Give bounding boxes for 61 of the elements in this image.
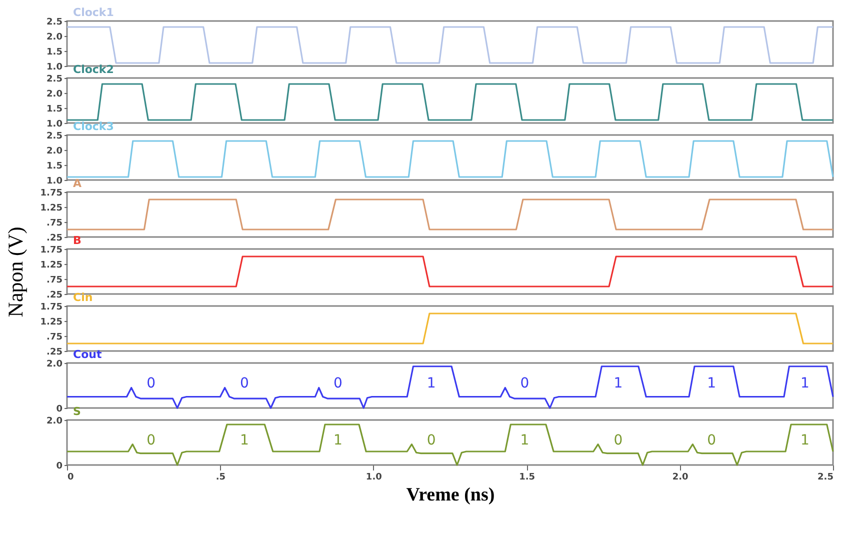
- y-axis-title: Napon (V): [3, 226, 28, 318]
- y-tick-label: 1.0: [46, 62, 62, 72]
- line-series: [66, 424, 834, 466]
- annotation: 1: [240, 432, 249, 448]
- y-tick-label: 1.75: [40, 246, 62, 256]
- y-tick-label: 1.0: [46, 120, 62, 130]
- y-tick-label: 1.25: [40, 204, 62, 214]
- y-tick-label: 2.0: [46, 146, 62, 156]
- annotation: 0: [426, 432, 436, 448]
- series-label: Clock3: [73, 120, 114, 133]
- annotation: 1: [614, 375, 623, 392]
- annotation: 1: [800, 432, 810, 448]
- y-tick-label: 1.5: [46, 48, 62, 58]
- text: A: [73, 177, 82, 190]
- annotation: 1: [426, 375, 436, 392]
- y-tick-label: 0: [56, 404, 62, 414]
- x-axis-title: Vreme (ns): [406, 484, 495, 506]
- y-tick-label: 2.5: [46, 74, 62, 84]
- text: Cin: [73, 291, 93, 304]
- y-tick-label: 1.5: [46, 162, 62, 172]
- y-tick-label: 2.5: [46, 132, 62, 142]
- y-tick-label: 2.0: [46, 90, 62, 100]
- x-tick-label: 1.0: [366, 472, 382, 482]
- y-tick-label: .25: [46, 290, 62, 300]
- annotation: 1: [333, 432, 342, 448]
- y-tick-label: 1.5: [46, 104, 62, 114]
- x-tick-label: 2.0: [672, 472, 688, 482]
- y-tick-label: .25: [46, 234, 62, 244]
- annotation: 0: [614, 432, 623, 448]
- y-tick-label: .25: [46, 348, 62, 358]
- annotation: 0: [707, 432, 716, 448]
- series-label: Clock2: [73, 63, 114, 76]
- y-tick-label: 2.0: [46, 416, 62, 426]
- x-tick-label: .5: [216, 472, 226, 482]
- annotation: 0: [240, 375, 249, 392]
- y-tick-label: 2.5: [46, 18, 62, 28]
- annotation: 1: [800, 375, 810, 392]
- annotation: 0: [333, 375, 342, 392]
- text: B: [73, 234, 82, 247]
- y-tick-label: 2.0: [46, 360, 62, 370]
- y-tick-label: .75: [46, 332, 62, 342]
- y-tick-label: 0: [56, 462, 62, 472]
- text: Cout: [73, 348, 102, 361]
- y-tick-label: 1.0: [46, 176, 62, 186]
- y-tick-label: 1.25: [40, 318, 62, 328]
- y-tick-label: 1.25: [40, 260, 62, 270]
- y-tick-label: 1.75: [40, 302, 62, 312]
- annotation: 0: [520, 375, 530, 392]
- x-tick-label: 1.5: [519, 472, 536, 482]
- x-tick-label: 0: [68, 472, 74, 482]
- text: S: [73, 405, 81, 418]
- y-tick-label: 1.75: [40, 188, 62, 198]
- annotation: 1: [520, 432, 530, 448]
- y-tick-label: .75: [46, 276, 62, 286]
- annotation: 0: [146, 432, 156, 448]
- series-label: Clock1: [73, 6, 114, 19]
- annotation: 0: [146, 375, 156, 392]
- y-tick-label: 2.0: [46, 32, 62, 42]
- annotation: 1: [707, 375, 716, 392]
- x-tick-label: 2.5: [818, 472, 834, 482]
- y-tick-label: .75: [46, 218, 62, 228]
